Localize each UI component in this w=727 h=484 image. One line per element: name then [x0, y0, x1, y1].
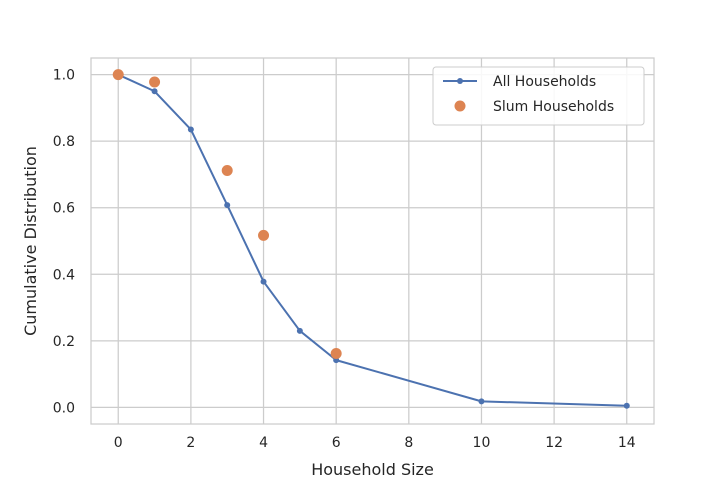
y-tick-label: 0.2 [53, 334, 75, 350]
y-tick-label: 0.0 [53, 400, 75, 416]
y-axis-label: Cumulative Distribution [21, 146, 40, 336]
x-tick-label: 6 [332, 435, 341, 451]
legend-slum-households-marker [454, 100, 466, 112]
plot-series [112, 69, 630, 409]
plot-frame [90, 57, 655, 425]
legend-all-households-marker [457, 78, 463, 84]
legend: All Households Slum Households [432, 66, 645, 126]
all-households-point [224, 202, 231, 209]
tick-labels: 0 2 4 6 8 10 12 14 0.0 0.2 0.4 0.6 0.8 1.0 [53, 68, 636, 451]
slum-households-point [112, 69, 124, 81]
x-tick-label: 0 [114, 435, 123, 451]
slum-households-point [258, 229, 270, 241]
all-households-point [296, 327, 303, 334]
y-tick-label: 0.6 [53, 201, 75, 217]
legend-box [432, 66, 645, 126]
legend-slum-households-label: Slum Households [493, 99, 614, 115]
x-tick-label: 12 [545, 435, 563, 451]
x-tick-label: 4 [259, 435, 268, 451]
slum-households-point [149, 76, 161, 88]
all-households-point [151, 88, 158, 95]
y-tick-label: 0.4 [53, 267, 75, 283]
all-households-point [260, 278, 267, 285]
slum-households-point [330, 347, 342, 359]
x-axis-label: Household Size [311, 460, 434, 479]
x-tick-label: 8 [404, 435, 413, 451]
all-households-point [187, 126, 194, 133]
x-tick-label: 2 [186, 435, 195, 451]
all-households-point [623, 402, 630, 409]
x-tick-label: 14 [618, 435, 636, 451]
legend-all-households-label: All Households [493, 74, 596, 90]
y-tick-label: 1.0 [53, 68, 75, 84]
all-households-point [478, 398, 485, 405]
x-tick-label: 10 [473, 435, 491, 451]
y-tick-label: 0.8 [53, 134, 75, 150]
slum-households-point [221, 164, 233, 176]
